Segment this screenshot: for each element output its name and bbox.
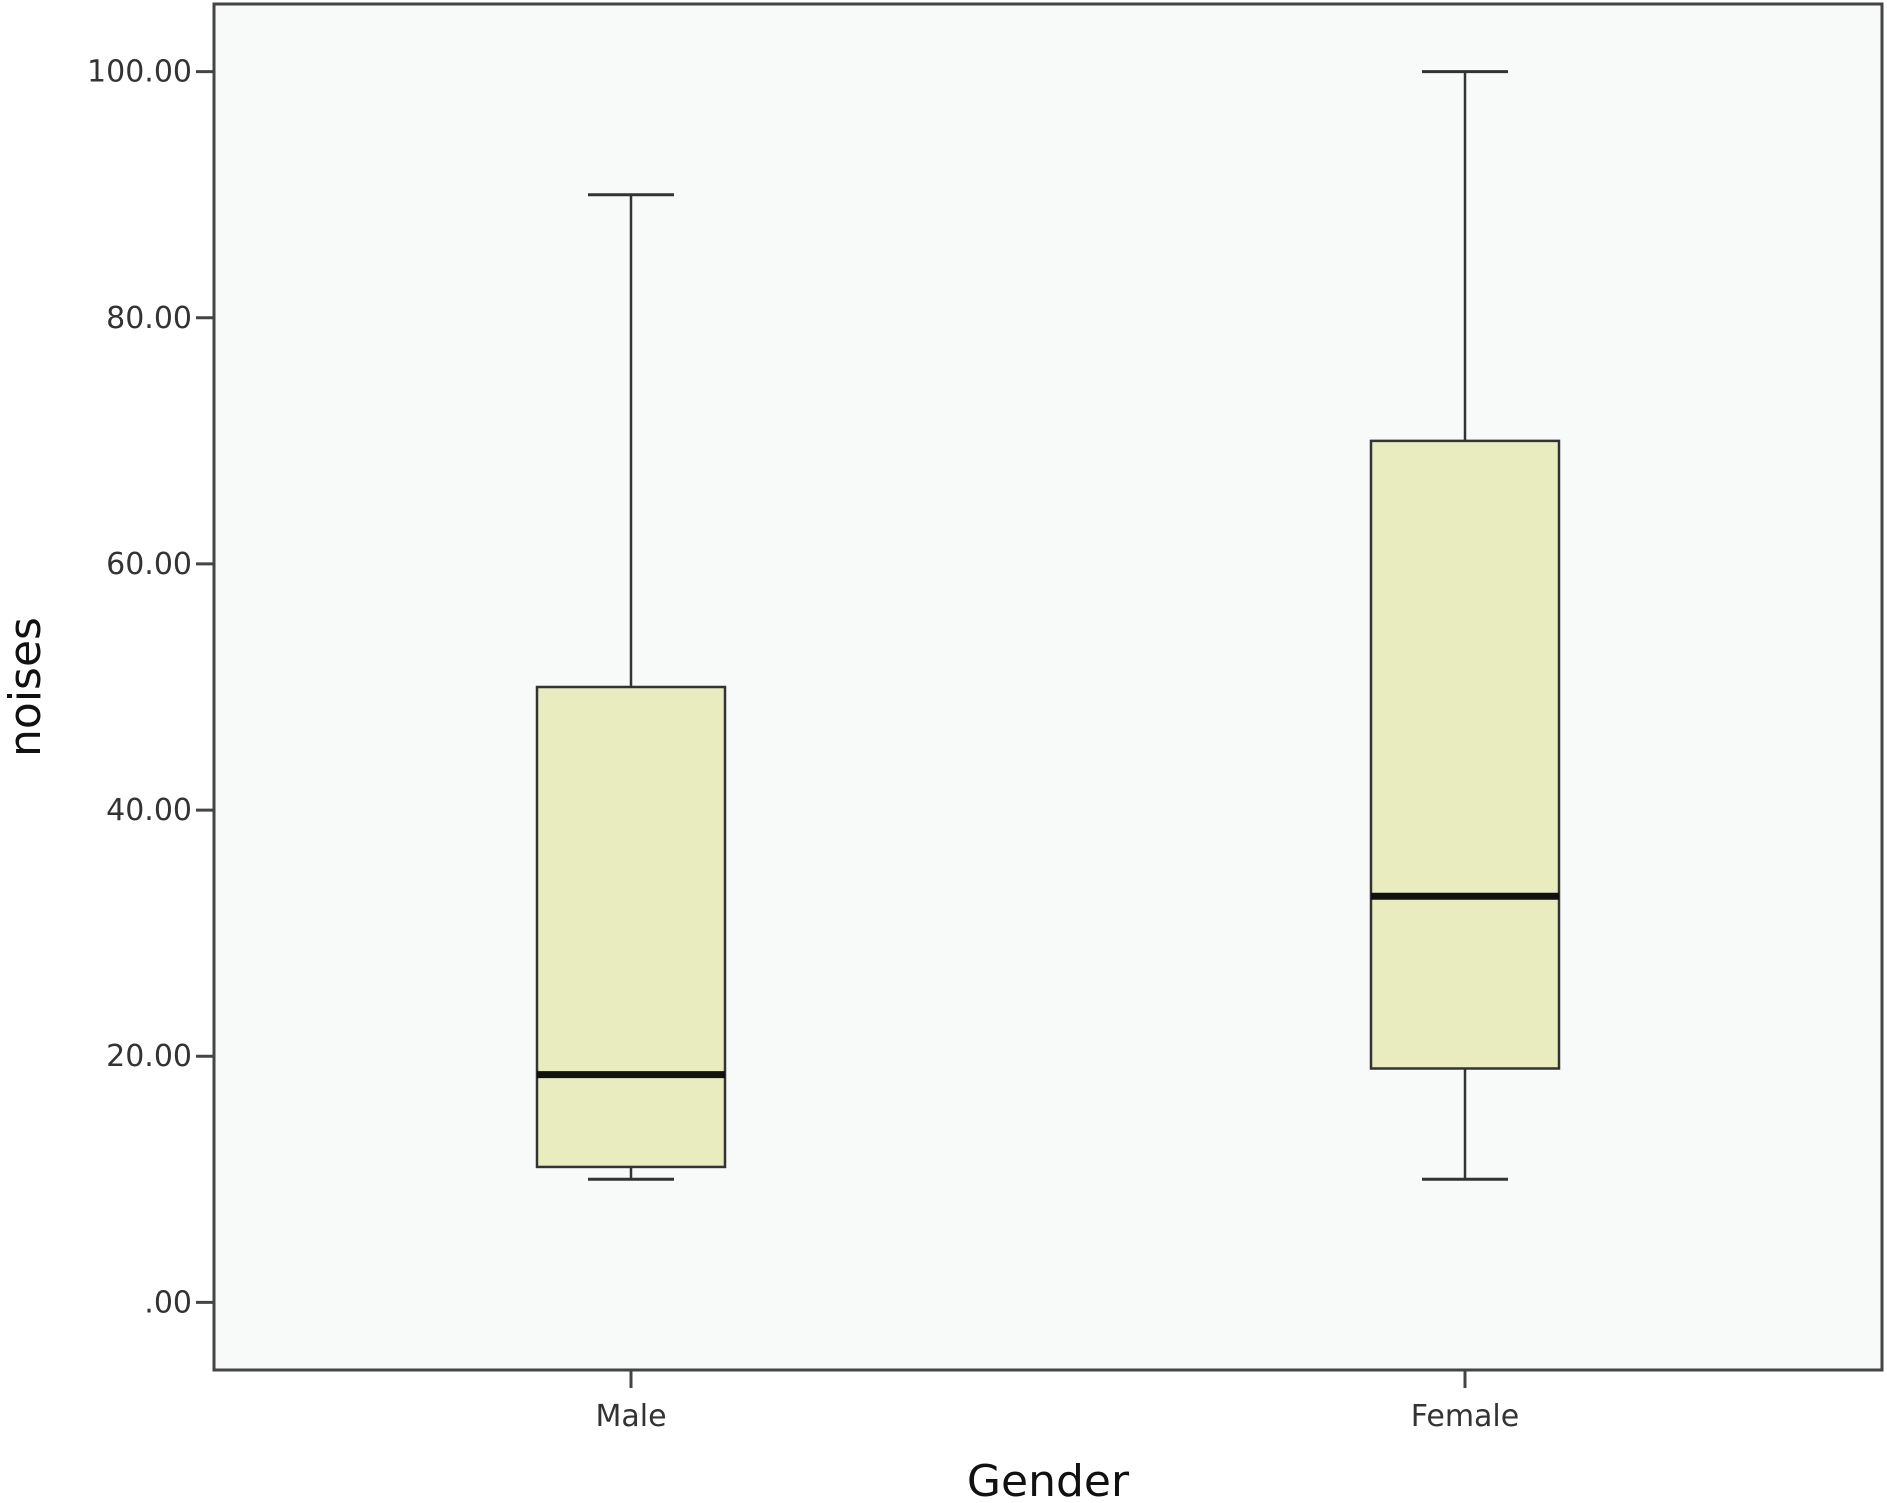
y-tick-label: 80.00 (106, 301, 192, 336)
x-axis: Male Female (595, 1370, 1519, 1434)
y-tick-label: 40.00 (106, 793, 192, 828)
y-axis: .00 20.00 40.00 60.00 80.00 100.00 (87, 55, 214, 1320)
box-female (1369, 70, 1561, 1181)
iqr-box (1369, 439, 1561, 1070)
x-tick-label: Female (1411, 1399, 1519, 1434)
y-tick-label: .00 (144, 1285, 192, 1320)
boxes-layer (535, 70, 1561, 1181)
y-axis-title: noises (0, 617, 51, 757)
x-axis-title: Gender (967, 1456, 1130, 1503)
box-male (535, 193, 727, 1181)
y-tick-label: 100.00 (87, 55, 192, 90)
iqr-box (535, 685, 727, 1169)
plot-area (212, 2, 1884, 1372)
y-tick-label: 20.00 (106, 1039, 192, 1074)
x-tick-label: Male (595, 1399, 666, 1434)
y-tick-label: 60.00 (106, 547, 192, 582)
